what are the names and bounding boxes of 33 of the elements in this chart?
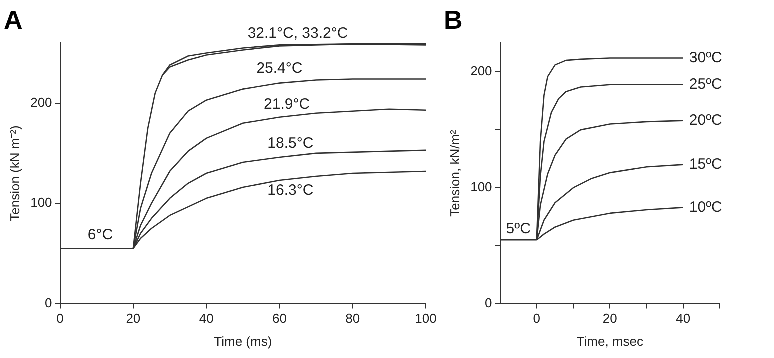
x-tick-label: 0 (56, 311, 64, 326)
x-tick-label: 100 (415, 311, 437, 326)
chart-title: A (4, 4, 23, 35)
y-axis-title: Tension (kN m⁻²) (7, 126, 22, 222)
y-tick-label: 0 (485, 295, 492, 310)
annotation: 25.4°C (256, 60, 303, 77)
y-tick-label: 100 (30, 195, 52, 210)
annotation: 18.5°C (268, 135, 314, 152)
annotation: 16.3°C (268, 182, 314, 200)
series-label: 20ºC (689, 112, 723, 129)
annotation: 32.1°C, 33.2°C (248, 24, 348, 42)
x-tick-label: 40 (676, 311, 691, 326)
y-axis-title: Tension, kN/m² (447, 129, 462, 217)
x-tick-label: 0 (533, 311, 541, 326)
x-tick-label: 20 (126, 311, 141, 326)
y-tick-label: 200 (30, 94, 52, 110)
series-label: 15ºC (689, 156, 723, 173)
series-label: 25ºC (689, 76, 723, 94)
x-tick-label: 60 (272, 311, 287, 326)
annotation: 6°C (88, 226, 114, 244)
series-label: 10ºC (689, 198, 723, 216)
annotation: 21.9°C (264, 96, 310, 114)
x-tick-label: 20 (602, 311, 618, 326)
series-label: 30ºC (689, 49, 723, 66)
y-tick-label: 100 (470, 180, 492, 195)
y-tick-label: 200 (470, 64, 492, 79)
chart-title: B (444, 4, 463, 35)
series-label: 5ºC (506, 220, 532, 238)
x-tick-label: 40 (199, 311, 214, 326)
x-axis-title: Time (ms) (214, 334, 272, 349)
y-tick-label: 0 (45, 295, 52, 310)
x-tick-label: 80 (346, 311, 360, 326)
x-axis-title: Time, msec (576, 334, 644, 349)
